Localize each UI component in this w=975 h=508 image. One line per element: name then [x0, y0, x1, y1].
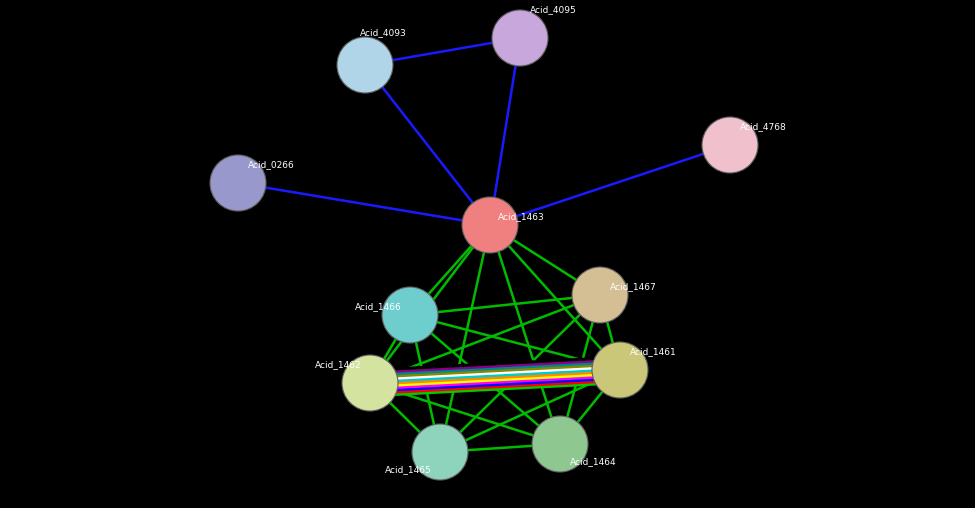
Circle shape	[492, 10, 548, 66]
Circle shape	[702, 117, 758, 173]
Text: Acid_1461: Acid_1461	[630, 347, 677, 357]
Text: Acid_4095: Acid_4095	[530, 6, 577, 15]
Text: Acid_0266: Acid_0266	[248, 161, 294, 170]
Circle shape	[462, 197, 518, 253]
Text: Acid_4093: Acid_4093	[360, 28, 407, 38]
Text: Acid_1465: Acid_1465	[385, 465, 432, 474]
Text: Acid_1463: Acid_1463	[498, 212, 545, 221]
Text: Acid_1462: Acid_1462	[315, 361, 362, 369]
Circle shape	[382, 287, 438, 343]
Circle shape	[337, 37, 393, 93]
Circle shape	[210, 155, 266, 211]
Circle shape	[592, 342, 648, 398]
Circle shape	[342, 355, 398, 411]
Text: Acid_1466: Acid_1466	[355, 302, 402, 311]
Circle shape	[412, 424, 468, 480]
Text: Acid_1464: Acid_1464	[570, 458, 616, 466]
Circle shape	[572, 267, 628, 323]
Text: Acid_1467: Acid_1467	[610, 282, 657, 292]
Text: Acid_4768: Acid_4768	[740, 122, 787, 132]
Circle shape	[532, 416, 588, 472]
